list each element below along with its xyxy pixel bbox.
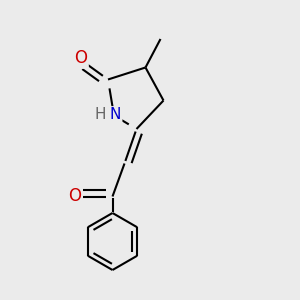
Text: N: N [110, 107, 121, 122]
Text: O: O [74, 50, 88, 68]
Text: O: O [68, 187, 82, 205]
Text: H: H [95, 107, 106, 122]
